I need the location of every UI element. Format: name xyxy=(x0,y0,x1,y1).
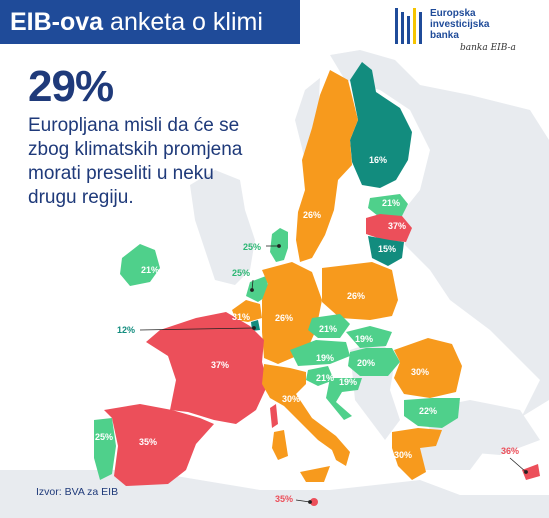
label-luksemburg: 12% xyxy=(117,325,135,335)
country-grcka xyxy=(392,428,442,480)
label-portugal: 25% xyxy=(95,432,113,442)
label-nizozemska: 25% xyxy=(232,268,250,278)
headline-text: Europljana misli da će se zbog klimatski… xyxy=(28,114,278,210)
label-svedska: 26% xyxy=(303,210,321,220)
country-irska xyxy=(120,244,160,286)
label-danska: 25% xyxy=(243,242,261,252)
label-rumunjska: 30% xyxy=(411,367,429,377)
label-madarska: 20% xyxy=(357,358,375,368)
country-cipar xyxy=(522,464,540,480)
country-hrvatska xyxy=(326,378,362,420)
label-cipar: 36% xyxy=(501,446,519,456)
country-sardinija xyxy=(272,430,288,460)
headline-line-3: morati preseliti u neku xyxy=(28,163,214,184)
country-estonija xyxy=(368,194,408,216)
label-slovenija: 21% xyxy=(316,373,334,383)
country-bugarska xyxy=(404,398,460,428)
headline-value: 29% xyxy=(28,62,114,111)
country-ceska xyxy=(308,314,350,338)
headline-line-1: Europljana misli da će se xyxy=(28,115,240,136)
country-rumunjska xyxy=(394,338,462,398)
country-madarska xyxy=(348,348,400,376)
label-hrvatska: 19% xyxy=(339,377,357,387)
country-njemacka xyxy=(262,262,322,364)
country-poljska xyxy=(322,262,398,320)
label-litva: 15% xyxy=(378,244,396,254)
country-svedska xyxy=(296,70,358,262)
label-irska: 21% xyxy=(141,265,159,275)
country-francuska xyxy=(146,312,268,424)
label-grcka: 30% xyxy=(394,450,412,460)
label-francuska: 37% xyxy=(211,360,229,370)
logo-signature: banka EIB-a xyxy=(460,43,516,53)
country-belgija xyxy=(232,300,262,322)
non-eu-land xyxy=(0,50,549,518)
country-korzika xyxy=(270,404,278,428)
country-spanjolska xyxy=(104,404,214,486)
label-latvija: 37% xyxy=(388,221,406,231)
logo-text: Europska investicijska banka xyxy=(430,8,540,41)
label-malta: 35% xyxy=(275,494,293,504)
label-spanjolska: 35% xyxy=(139,437,157,447)
label-poljska: 26% xyxy=(347,291,365,301)
label-ceska: 21% xyxy=(319,324,337,334)
country-sicilija xyxy=(300,466,330,482)
label-slovacka: 19% xyxy=(355,334,373,344)
country-finska xyxy=(350,62,412,188)
country-italija xyxy=(262,364,350,466)
label-estonija: 21% xyxy=(382,198,400,208)
country-slovacka xyxy=(346,326,392,348)
header-title-rest: anketa o klimi xyxy=(103,8,263,36)
label-italija: 30% xyxy=(282,394,300,404)
country-malta xyxy=(310,498,318,506)
logo-line-2: investicijska xyxy=(430,19,490,30)
label-belgija: 31% xyxy=(232,312,250,322)
source-note: Izvor: BVA za EIB xyxy=(36,486,119,498)
header-title: EIB-ova anketa o klimi xyxy=(0,0,300,44)
leader-lines xyxy=(139,244,528,504)
country-litva xyxy=(368,236,404,266)
country-austrija xyxy=(290,340,350,366)
label-bugarska: 22% xyxy=(419,406,437,416)
logo-line-1: Europska xyxy=(430,8,476,19)
label-finska: 16% xyxy=(369,155,387,165)
headline-line-2: zbog klimatskih promjena xyxy=(28,139,243,160)
logo-line-3: banka xyxy=(430,30,459,41)
country-portugal xyxy=(94,418,116,480)
country-latvija xyxy=(366,214,412,242)
headline-line-4: drugu regiju. xyxy=(28,187,134,208)
label-austrija: 19% xyxy=(316,353,334,363)
header-title-bold: EIB-ova xyxy=(10,8,104,36)
label-njemacka: 26% xyxy=(275,313,293,323)
country-slovenija xyxy=(306,366,334,386)
eib-logo-icon xyxy=(395,8,422,44)
